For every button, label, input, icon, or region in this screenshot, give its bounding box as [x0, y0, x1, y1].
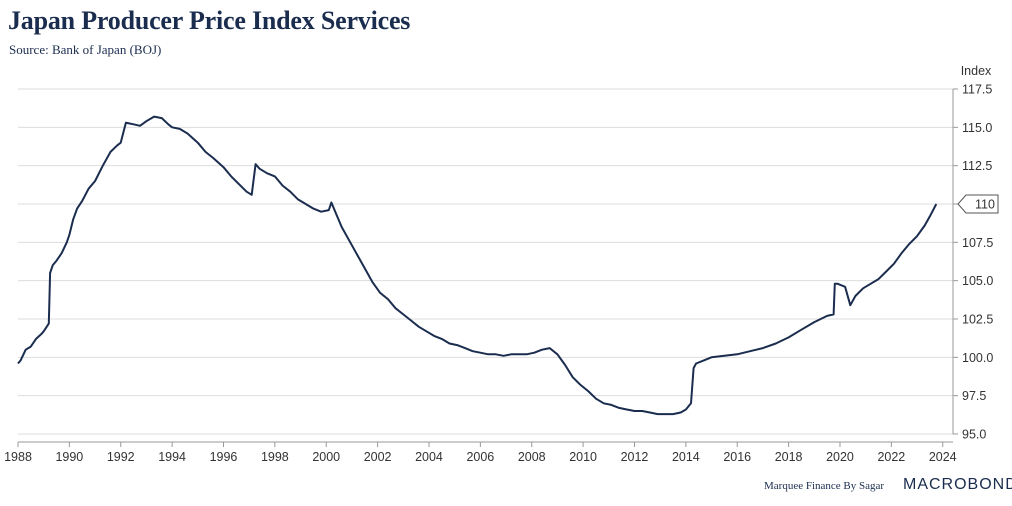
x-tick-label: 2022 [877, 450, 905, 464]
y-tick-label: 105.0 [962, 274, 993, 288]
x-tick-label: 2024 [929, 450, 957, 464]
x-tick-label: 1994 [158, 450, 186, 464]
x-tick-label: 1992 [107, 450, 135, 464]
grid-lines [18, 88, 953, 435]
x-tick-label: 2002 [364, 450, 392, 464]
y-tick-label: 112.5 [962, 159, 992, 173]
y-tick-label: 100.0 [962, 351, 993, 365]
y-axis: 95.0 97.5 100.0 102.5 105.0 107.5 110 112.5 115.… [952, 83, 993, 442]
x-tick-label: 2008 [518, 450, 546, 464]
last-value-box [957, 194, 999, 214]
x-tick-label: 2014 [672, 450, 700, 464]
x-tick-label: 2020 [826, 450, 854, 464]
chart-title: Japan Producer Price Index Services [8, 6, 411, 35]
y-tick-label: 115.0 [962, 121, 992, 135]
y-axis-label: Index [961, 64, 992, 78]
x-tick-label: 1996 [210, 450, 238, 464]
x-tick-label: 2004 [415, 450, 443, 464]
y-tick-label: 97.5 [962, 389, 986, 403]
y-tick-label: 117.5 [962, 83, 992, 97]
x-axis: 1988 1990 1992 1994 1996 1998 2000 2002 2004 2006… [4, 441, 957, 464]
y-tick-label: 102.5 [962, 313, 993, 327]
x-tick-label: 2012 [621, 450, 649, 464]
chart-subtitle: Source: Bank of Japan (BOJ) [9, 42, 162, 57]
last-value-marker: 110 [957, 194, 999, 214]
x-tick-label: 1988 [4, 450, 32, 464]
x-tick-label: 2016 [723, 450, 751, 464]
last-value-label: 110 [975, 198, 995, 212]
x-tick-label: 2000 [312, 450, 340, 464]
series-line [17, 115, 938, 416]
y-tick-label: 95.0 [962, 428, 986, 442]
footer-credit: Marquee Finance By Sagar [764, 480, 885, 492]
brand-logo: MACROBOND [903, 476, 1012, 493]
x-tick-label: 2010 [569, 450, 597, 464]
y-tick-label: 107.5 [962, 236, 993, 250]
x-tick-label: 1998 [261, 450, 289, 464]
x-tick-label: 2018 [775, 450, 803, 464]
x-tick-label: 1990 [55, 450, 83, 464]
x-tick-label: 2006 [466, 450, 494, 464]
